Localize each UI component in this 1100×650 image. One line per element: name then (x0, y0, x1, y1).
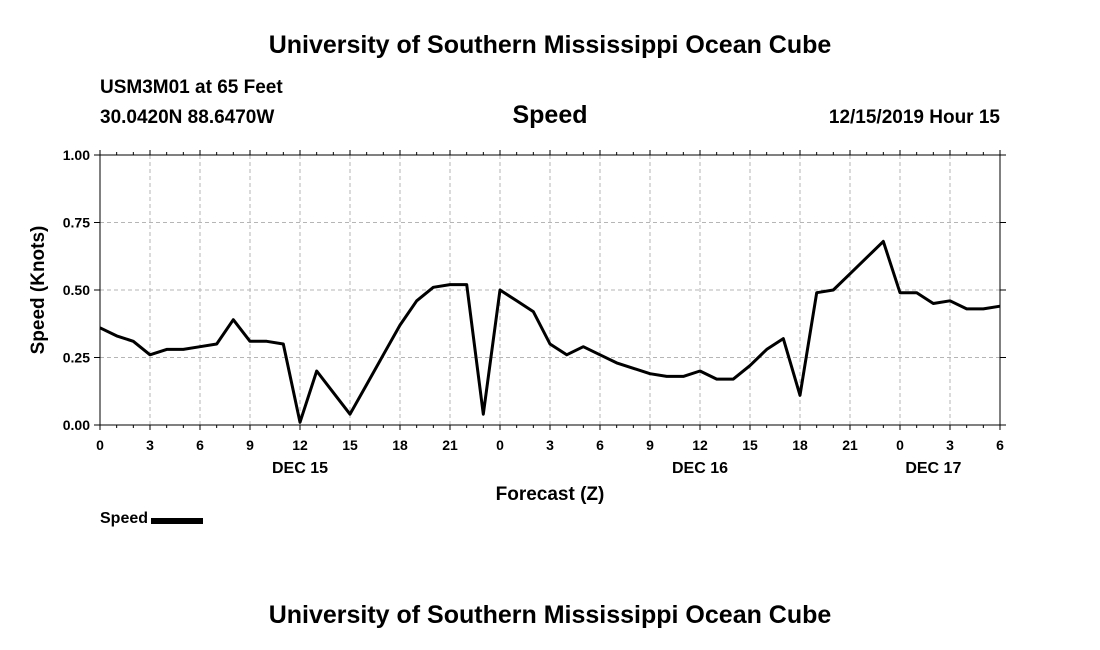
station-label: USM3M01 at 65 Feet (100, 77, 283, 98)
x-axis-label: Forecast (Z) (496, 484, 605, 505)
x-tick-label: 6 (996, 437, 1004, 453)
legend-label: Speed (100, 510, 149, 527)
x-tick-label: 18 (392, 437, 408, 453)
x-tick-label: 21 (842, 437, 858, 453)
x-tick-label: 3 (146, 437, 154, 453)
y-tick-label: 1.00 (63, 147, 90, 163)
x-tick-label: 0 (896, 437, 904, 453)
y-tick-label: 0.50 (63, 282, 90, 298)
x-tick-label: 15 (342, 437, 358, 453)
variable-title: Speed (512, 101, 588, 129)
x-tick-label: 18 (792, 437, 808, 453)
x-tick-label: 6 (596, 437, 604, 453)
date-label: DEC 17 (905, 460, 961, 477)
x-tick-label: 12 (692, 437, 708, 453)
x-tick-label: 12 (292, 437, 308, 453)
coordinates-label: 30.0420N 88.6470W (100, 107, 275, 128)
legend-swatch (151, 517, 204, 524)
x-tick-label: 6 (196, 437, 204, 453)
plot-frame (99, 154, 1001, 426)
x-tick-label: 9 (246, 437, 254, 453)
x-tick-label: 9 (646, 437, 654, 453)
x-tick-label: 21 (442, 437, 458, 453)
date-label: DEC 15 (272, 460, 328, 477)
y-tick-label: 0.00 (63, 417, 90, 433)
chart-title-top: University of Southern Mississippi Ocean… (268, 31, 832, 59)
x-tick-label: 0 (96, 437, 104, 453)
x-tick-label: 0 (496, 437, 504, 453)
x-tick-label: 3 (546, 437, 554, 453)
y-tick-label: 0.75 (63, 215, 90, 231)
x-tick-label: 15 (742, 437, 758, 453)
date-label: DEC 16 (672, 460, 728, 477)
chart-title-bottom: University of Southern Mississippi Ocean… (268, 601, 832, 629)
legend: Speed (100, 510, 204, 528)
x-tick-label: 3 (946, 437, 954, 453)
y-axis-label: Speed (Knots) (28, 226, 49, 355)
datetime-label: 12/15/2019 Hour 15 (828, 107, 1000, 128)
y-tick-label: 0.25 (63, 350, 90, 366)
